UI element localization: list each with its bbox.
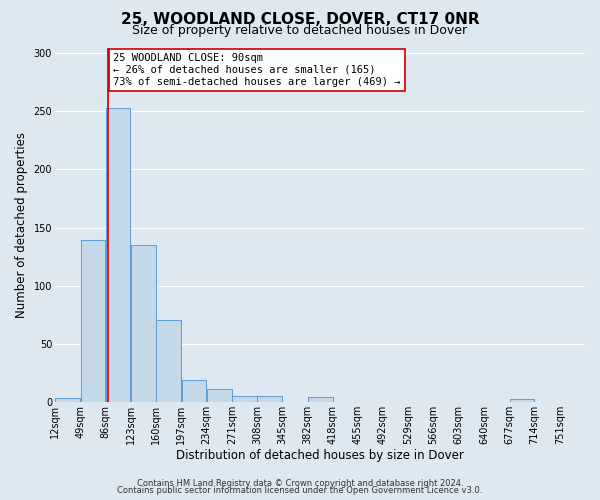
Text: Contains public sector information licensed under the Open Government Licence v3: Contains public sector information licen… (118, 486, 482, 495)
Bar (232, 396, 257, 402)
Bar (509, 400, 534, 402)
Bar (182, 380, 206, 402)
Text: 25 WOODLAND CLOSE: 90sqm
← 26% of detached houses are smaller (165)
73% of semi-: 25 WOODLAND CLOSE: 90sqm ← 26% of detach… (113, 54, 401, 86)
Bar (257, 396, 282, 402)
X-axis label: Distribution of detached houses by size in Dover: Distribution of detached houses by size … (176, 450, 464, 462)
Bar (80, 240, 105, 402)
Text: 25, WOODLAND CLOSE, DOVER, CT17 0NR: 25, WOODLAND CLOSE, DOVER, CT17 0NR (121, 12, 479, 28)
Text: Contains HM Land Registry data © Crown copyright and database right 2024.: Contains HM Land Registry data © Crown c… (137, 478, 463, 488)
Bar (207, 389, 232, 402)
Text: Size of property relative to detached houses in Dover: Size of property relative to detached ho… (133, 24, 467, 37)
Bar (308, 397, 332, 402)
Bar (131, 245, 156, 402)
Y-axis label: Number of detached properties: Number of detached properties (15, 132, 28, 318)
Bar (55, 398, 80, 402)
Bar (106, 108, 130, 402)
Bar (157, 320, 181, 402)
